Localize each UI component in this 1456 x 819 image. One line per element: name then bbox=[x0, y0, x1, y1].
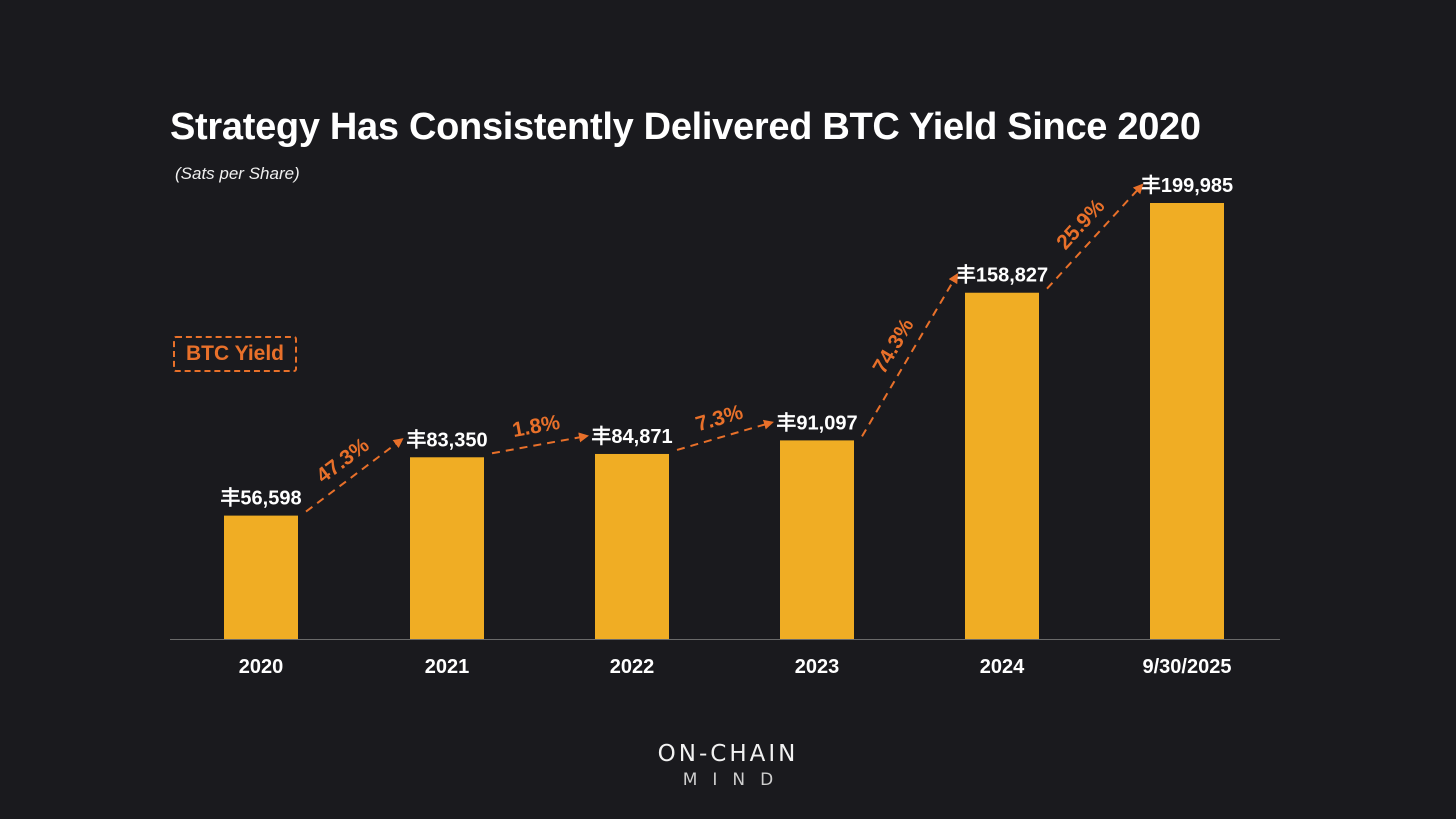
yield-arrow bbox=[491, 432, 589, 455]
x-tick-label: 2022 bbox=[610, 656, 655, 678]
brand-logo-line2: MIND bbox=[682, 770, 789, 790]
x-tick-label: 2023 bbox=[795, 656, 840, 678]
btc-yield-legend: BTC Yield bbox=[173, 336, 297, 372]
yield-arrow bbox=[1046, 183, 1144, 290]
yield-percent-label: 7.3% bbox=[693, 401, 746, 437]
x-tick-label: 9/30/2025 bbox=[1143, 656, 1232, 678]
yield-percent-label: 74.3% bbox=[869, 314, 919, 377]
bar-2021 bbox=[410, 457, 484, 639]
x-tick-label: 2020 bbox=[239, 656, 284, 678]
x-tick-label: 2021 bbox=[425, 656, 470, 678]
bar-value-label: 丰199,985 bbox=[1141, 173, 1233, 197]
bar-value-label: 丰158,827 bbox=[956, 263, 1048, 287]
brand-logo-line1: ON-CHAIN bbox=[657, 741, 799, 767]
bar-2023 bbox=[780, 440, 854, 639]
chart-subtitle: (Sats per Share) bbox=[175, 164, 300, 183]
yield-arrow bbox=[305, 438, 404, 513]
bar-2020 bbox=[224, 515, 298, 639]
chart-title: Strategy Has Consistently Delivered BTC … bbox=[170, 106, 1201, 148]
yield-percent-label: 25.9% bbox=[1052, 194, 1109, 254]
bar-2022 bbox=[595, 453, 669, 639]
bar-value-label: 丰84,871 bbox=[591, 424, 672, 448]
yield-percent-label: 47.3% bbox=[312, 433, 374, 487]
legend-label: BTC Yield bbox=[185, 342, 285, 365]
bar-9-30-2025 bbox=[1150, 203, 1224, 639]
x-tick-label: 2024 bbox=[980, 656, 1025, 678]
bar-2024 bbox=[965, 292, 1039, 639]
yield-percent-label: 1.8% bbox=[511, 411, 563, 442]
bar-value-label: 丰56,598 bbox=[220, 486, 301, 510]
bar-value-label: 丰91,097 bbox=[776, 410, 857, 434]
bar-value-label: 丰83,350 bbox=[406, 427, 487, 451]
yield-arrow bbox=[861, 273, 959, 437]
yield-arrow bbox=[676, 419, 774, 451]
